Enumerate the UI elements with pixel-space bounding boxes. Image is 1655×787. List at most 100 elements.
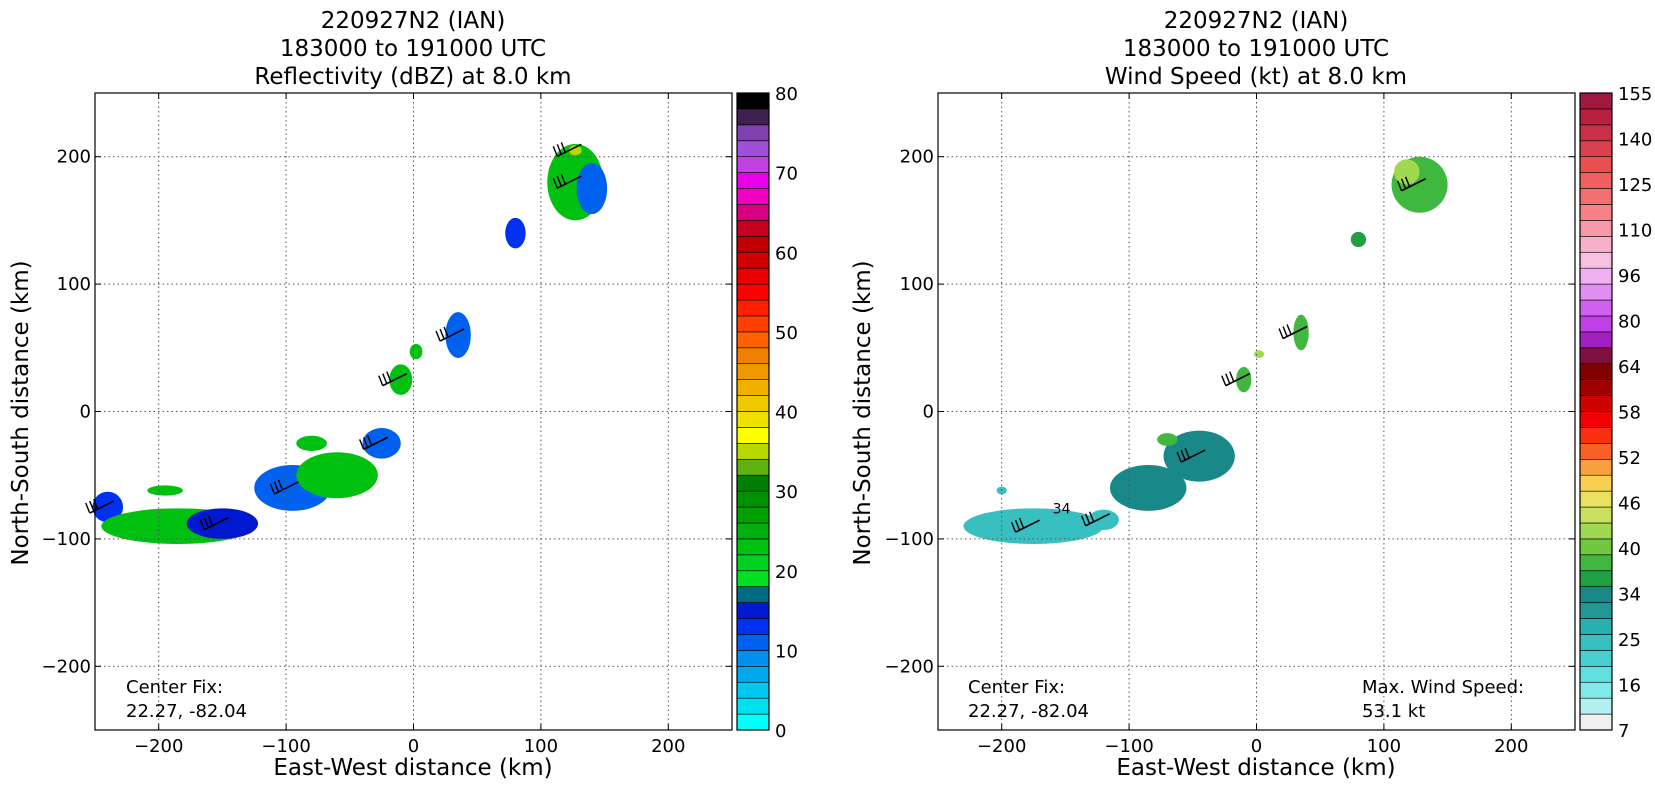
wind-barb [1080, 511, 1110, 527]
colorbar-tick-label: 52 [1618, 448, 1641, 469]
x-tick-label: 100 [1367, 736, 1401, 757]
colorbar-segment [736, 140, 770, 157]
plot-area [938, 93, 1575, 730]
colorbar-tick-label: 96 [1618, 266, 1641, 287]
x-tick-label: −100 [1104, 736, 1153, 757]
x-tick-label: 200 [651, 736, 685, 757]
x-tick-label: 100 [524, 736, 558, 757]
colorbar-tick-label: 125 [1618, 175, 1652, 196]
wind-barb [552, 173, 582, 189]
colorbar-tick-label: 58 [1618, 403, 1641, 424]
echo-cell [1157, 433, 1178, 446]
wind-barb [552, 142, 582, 158]
colorbar-tick-label: 110 [1618, 221, 1652, 242]
wind-barb [378, 371, 408, 387]
colorbar-segment [736, 315, 770, 333]
x-tick-label: 0 [1251, 736, 1262, 757]
colorbar-segment [736, 554, 770, 572]
colorbar-segment [736, 665, 770, 683]
wind-barb [435, 326, 465, 342]
colorbar-segment [1579, 188, 1613, 205]
y-tick-label: 100 [57, 274, 91, 295]
colorbar-segment [1579, 283, 1613, 301]
colorbar-segment [1579, 443, 1613, 460]
colorbar-tick-label: 0 [775, 721, 786, 742]
echo-cell [147, 485, 183, 496]
echo-cell [505, 217, 526, 249]
colorbar-segment [736, 204, 770, 221]
colorbar-segment [1579, 331, 1613, 349]
colorbar-segment [1579, 108, 1613, 126]
y-tick-label: 0 [80, 402, 91, 423]
colorbar-segment [1579, 634, 1613, 651]
colorbar-segment [736, 331, 770, 349]
echo-cell [409, 343, 423, 360]
colorbar-segment [1579, 236, 1613, 253]
colorbar-tick-label: 30 [775, 482, 798, 503]
echo-cell [362, 428, 401, 459]
colorbar-segment [1579, 458, 1613, 476]
wind-barb [199, 515, 229, 531]
echo-cell [1253, 350, 1265, 358]
colorbar-segment [1579, 251, 1613, 269]
colorbar-segment [736, 538, 770, 556]
x-tick-label: 0 [408, 736, 419, 757]
colorbar-segment [736, 570, 770, 587]
center-fix-value: 22.27, -82.04 [968, 701, 1089, 722]
colorbar-segment [1579, 156, 1613, 173]
colorbar-segment [736, 586, 770, 603]
colorbar-segment [1579, 395, 1613, 412]
wind-barb [1010, 517, 1040, 533]
colorbar-tick-label: 80 [1618, 312, 1641, 333]
colorbar-segment [1579, 363, 1613, 380]
colorbar-segment [736, 220, 770, 237]
y-tick-label: 0 [923, 402, 934, 423]
echo-cell [963, 508, 1104, 544]
colorbar-segment [1579, 267, 1613, 285]
colorbar-segment [1579, 522, 1613, 540]
colorbar-segment [736, 427, 770, 444]
colorbar-segment [1579, 713, 1613, 731]
colorbar-tick-label: 25 [1618, 630, 1641, 651]
colorbar-segment [1579, 427, 1613, 444]
colorbar-segment [736, 124, 770, 142]
title-line-1: 220927N2 (IAN) [1164, 8, 1349, 34]
colorbar-frame [1579, 92, 1613, 731]
colorbar-tick-label: 46 [1618, 494, 1641, 515]
center-fix-value: 22.27, -82.04 [126, 701, 247, 722]
wind-barb [1221, 371, 1251, 387]
echo-cell [1350, 231, 1367, 248]
colorbar-segment [1579, 299, 1613, 317]
colorbar-segment [736, 634, 770, 651]
colorbar-tick-label: 80 [775, 84, 798, 105]
echo-cell [186, 508, 259, 539]
colorbar-segment [1579, 220, 1613, 237]
colorbar-tick-label: 155 [1618, 84, 1652, 105]
colorbar-segment [736, 251, 770, 269]
colorbar-segment [1579, 315, 1613, 333]
x-axis-label: East-West distance (km) [273, 755, 552, 781]
colorbar-segment [1579, 618, 1613, 635]
colorbar-tick-label: 60 [775, 243, 798, 264]
colorbar-segment [736, 458, 770, 476]
x-tick-label: 200 [1494, 736, 1528, 757]
colorbar-segment [736, 443, 770, 460]
y-tick-label: −200 [42, 656, 91, 677]
colorbar-segment [736, 395, 770, 412]
colorbar-segment [1579, 474, 1613, 492]
max-wind-value: 53.1 kt [1362, 701, 1425, 722]
colorbar-segment [1579, 681, 1613, 699]
colorbar-tick-label: 40 [775, 403, 798, 424]
plot-area [95, 93, 732, 730]
colorbar-segment [736, 156, 770, 173]
colorbar-tick-label: 20 [775, 562, 798, 583]
colorbar-segment [736, 188, 770, 205]
colorbar-segment [736, 236, 770, 253]
echo-cell [296, 452, 378, 499]
colorbar-segment [1579, 411, 1613, 428]
echo-field [92, 143, 608, 544]
colorbar-tick-label: 40 [1618, 539, 1641, 560]
wind-barb [1396, 176, 1426, 192]
colorbar-segment [1579, 204, 1613, 221]
